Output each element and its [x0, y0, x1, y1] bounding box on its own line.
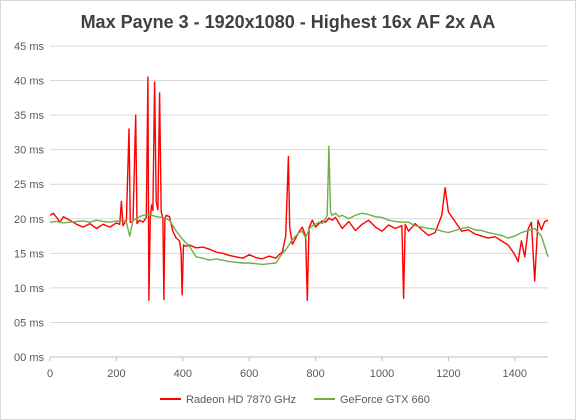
y-tick-label: 35 ms [14, 110, 44, 122]
legend-label-geforce: GeForce GTX 660 [340, 394, 430, 406]
series-lines [49, 76, 549, 301]
x-tick-label: 400 [174, 368, 192, 380]
y-axis-ticks: 00 ms 05 ms 10 ms 15 ms 20 ms 25 ms 30 ms 35 ms… [14, 41, 44, 364]
legend: Radeon HD 7870 GHz GeForce GTX 660 [160, 394, 430, 406]
x-tick-label: 600 [240, 368, 258, 380]
x-tick-label: 1200 [436, 368, 460, 380]
y-tick-label: 25 ms [14, 179, 44, 191]
x-tick-label: 1400 [503, 368, 527, 380]
x-axis-ticks: 0 200 400 600 800 1000 1200 1400 [47, 357, 527, 380]
x-tick-label: 800 [306, 368, 324, 380]
series-line-geforce [49, 145, 549, 266]
x-tick-label: 1000 [370, 368, 394, 380]
y-tick-label: 30 ms [14, 145, 44, 157]
grid-lines [50, 45, 548, 358]
y-tick-label: 05 ms [14, 317, 44, 329]
x-tick-label: 200 [107, 368, 125, 380]
y-tick-label: 20 ms [14, 214, 44, 226]
y-tick-label: 00 ms [14, 352, 44, 364]
legend-label-radeon: Radeon HD 7870 GHz [186, 394, 296, 406]
x-tick-label: 0 [47, 368, 53, 380]
y-tick-label: 10 ms [14, 283, 44, 295]
y-tick-label: 40 ms [14, 76, 44, 88]
y-tick-label: 45 ms [14, 41, 44, 53]
series-line-radeon [49, 76, 549, 301]
chart-title: Max Payne 3 - 1920x1080 - Highest 16x AF… [81, 12, 496, 32]
y-tick-label: 15 ms [14, 248, 44, 260]
